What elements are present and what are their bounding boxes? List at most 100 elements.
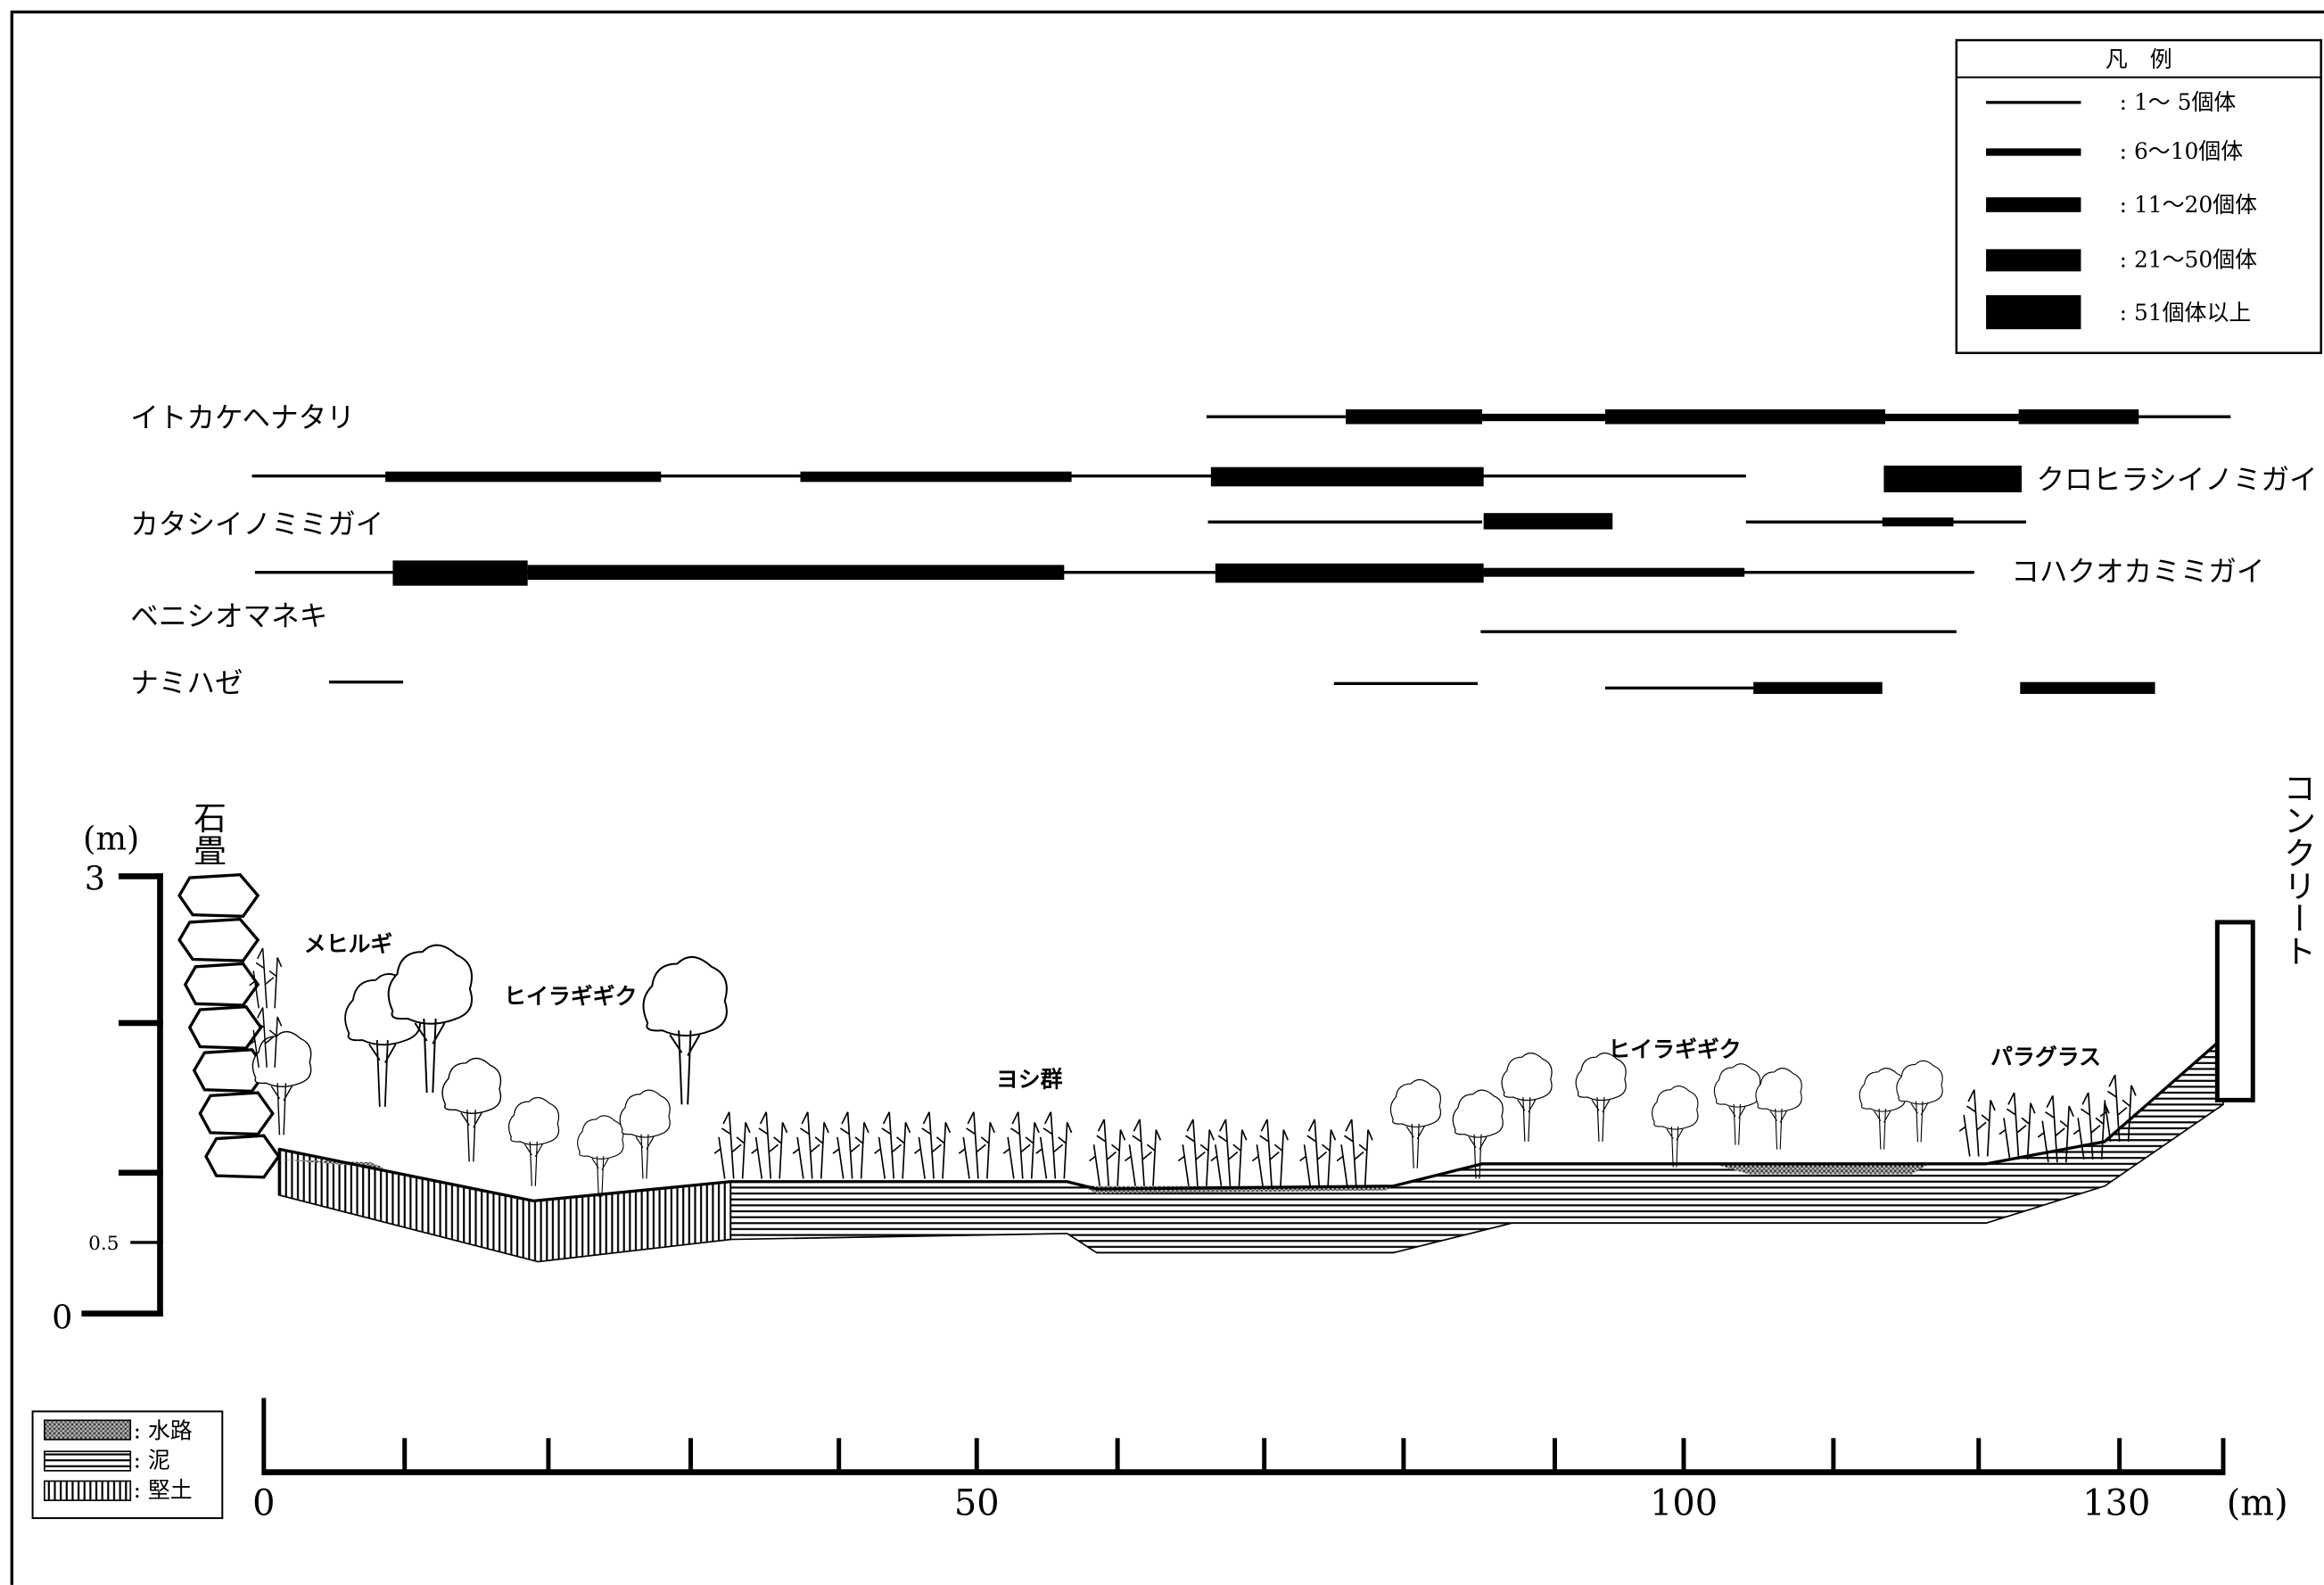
use-shape — [1713, 1063, 1761, 1146]
text-shape: (m) — [2227, 1483, 2288, 1524]
text-shape: 50 — [954, 1483, 1000, 1524]
text-shape: コハクオカミミガイ — [2011, 557, 2264, 589]
abundance-legend: 凡 例 : 1〜 5個体 : 6〜10個体 : 11〜20個体 : 21〜50個… — [1955, 38, 2322, 354]
text-shape: 100 — [1650, 1483, 1718, 1524]
rect-shape — [254, 571, 1974, 574]
rect-shape — [800, 471, 1072, 483]
x-labels: 0 50 100 130 (m) — [252, 1483, 2288, 1524]
use-shape — [248, 947, 283, 1010]
rect-shape — [1215, 563, 1484, 583]
stone-wall-label: 石畳 — [188, 801, 227, 866]
path-shape — [177, 917, 260, 962]
path-shape — [10, 10, 2324, 1585]
text-shape: ベニシオマネキ — [130, 601, 327, 633]
path-shape — [278, 1036, 2225, 1203]
use-shape — [1124, 1119, 1162, 1187]
text-shape: : 6〜10個体 — [2120, 138, 2244, 164]
use-shape — [873, 1110, 911, 1180]
rect-shape — [1210, 466, 1484, 487]
use-shape — [832, 1110, 869, 1180]
path-shape — [204, 1134, 281, 1179]
rect-shape — [385, 471, 662, 483]
use-shape — [1210, 1119, 1248, 1187]
rect-shape — [1604, 686, 1754, 689]
rect-shape — [1986, 197, 2081, 212]
use-shape — [713, 1110, 751, 1180]
use-shape — [1034, 1110, 1073, 1180]
use-shape — [1575, 1053, 1627, 1143]
path-shape — [1718, 1165, 1927, 1175]
rect-shape — [1986, 249, 2081, 272]
use-shape — [619, 1089, 671, 1180]
use-shape — [1755, 1068, 1802, 1151]
use-shape — [1177, 1119, 1216, 1187]
text-shape: ヒイラギギク — [1608, 1036, 1741, 1062]
rect-shape — [44, 1419, 132, 1441]
species-labels: イトカケヘナタリ カタシイノミミガイ ベニシオマネキ ナミハゼ クロヒラシイノミ… — [130, 402, 2317, 699]
text-shape: ヒイラギギク — [504, 983, 637, 1009]
use-shape — [1958, 1088, 1996, 1158]
y-unit: (m) — [83, 819, 139, 857]
text-shape: パラグラス — [1990, 1044, 2101, 1069]
text-shape: : 1〜 5個体 — [2120, 89, 2237, 115]
text-shape: カタシイノミミガイ — [130, 508, 383, 541]
concrete-label: コンクリート — [2279, 771, 2317, 966]
text-shape: : 堅土 — [134, 1477, 193, 1503]
rect-shape — [44, 1480, 132, 1501]
rect-shape — [1481, 413, 1605, 422]
rect-shape — [1885, 413, 2019, 422]
rect-shape — [1986, 148, 2081, 156]
use-shape — [1336, 1119, 1373, 1187]
path-shape — [729, 1036, 2224, 1254]
text-shape: ナミハゼ — [130, 667, 243, 699]
text-shape: : 11〜20個体 — [2120, 192, 2258, 218]
rect-shape — [2214, 920, 2255, 1102]
g-shape — [177, 873, 281, 1179]
use-shape — [1002, 1110, 1040, 1180]
text-shape: ヨシ群 — [996, 1066, 1063, 1092]
use-shape — [1251, 1119, 1290, 1187]
rect-shape — [392, 560, 528, 586]
x-axis — [261, 1398, 2226, 1475]
path-shape — [187, 1004, 263, 1050]
text-shape: : 水路 — [134, 1417, 193, 1443]
use-shape — [507, 1096, 560, 1187]
rect-shape — [1883, 466, 2022, 492]
rect-shape — [1604, 409, 1886, 425]
y-label: 3 — [85, 859, 105, 897]
use-shape — [1501, 1053, 1553, 1143]
path-shape — [277, 1148, 732, 1263]
use-shape — [913, 1110, 952, 1180]
text-shape: イトカケヘナタリ — [130, 402, 355, 434]
text-shape: : 21〜50個体 — [2120, 246, 2258, 272]
rect-shape — [1346, 409, 1482, 425]
y-label: 0 — [52, 1298, 72, 1336]
text-shape: : 51個体以上 — [2120, 300, 2252, 326]
rect-shape — [328, 681, 404, 684]
y-axis — [81, 873, 163, 1317]
text-shape: 0 — [252, 1483, 275, 1524]
use-shape — [750, 1110, 788, 1180]
rect-shape — [44, 1450, 132, 1472]
rect-shape — [1986, 101, 2081, 104]
rect-shape — [2018, 409, 2139, 425]
use-shape — [1298, 1119, 1337, 1187]
frame — [10, 10, 2324, 1585]
rect-shape — [1207, 520, 1482, 524]
y-label: 0.5 — [88, 1233, 119, 1255]
use-shape — [1896, 1060, 1943, 1143]
path-shape — [183, 962, 260, 1007]
use-shape — [642, 955, 728, 1106]
rect-shape — [1882, 517, 1954, 527]
use-shape — [958, 1110, 996, 1180]
use-shape — [1652, 1086, 1699, 1168]
rect-shape — [1333, 681, 1479, 686]
rect-shape — [1483, 567, 1745, 577]
use-shape — [441, 1057, 502, 1163]
rect-shape — [1986, 294, 2081, 330]
soil-legend: : 水路 : 泥 : 堅土 — [31, 1410, 224, 1520]
rect-shape — [527, 565, 1065, 581]
text-shape: クロヒラシイノミガイ — [2037, 465, 2318, 497]
path-shape — [198, 1091, 275, 1136]
